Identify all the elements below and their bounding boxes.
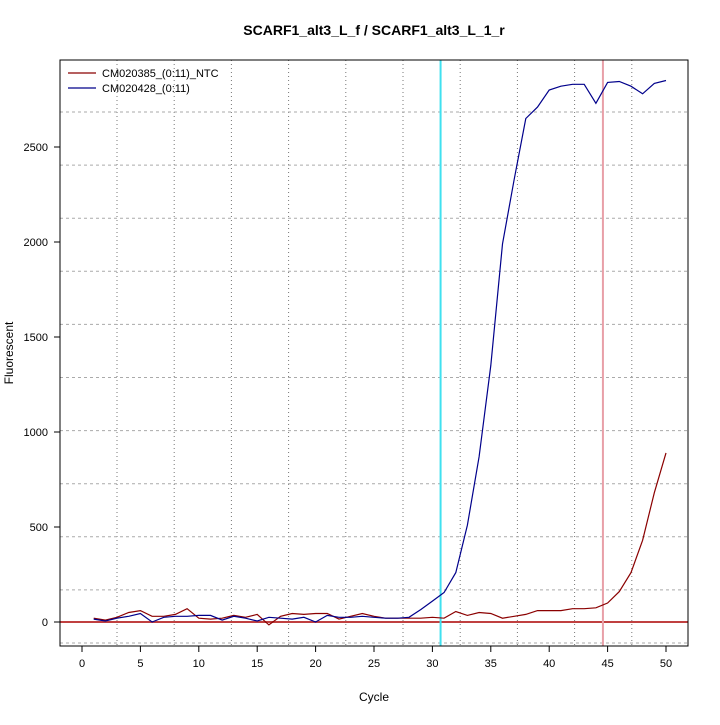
y-axis-label: Fluorescent <box>2 321 16 384</box>
x-tick-label: 25 <box>368 658 380 670</box>
y-tick-label: 2500 <box>24 142 48 154</box>
x-tick-label: 30 <box>426 658 438 670</box>
y-tick-label: 1000 <box>24 427 48 439</box>
x-tick-label: 5 <box>137 658 143 670</box>
y-tick-label: 0 <box>42 617 48 629</box>
x-axis-label: Cycle <box>359 690 389 704</box>
legend-label: CM020385_(0:11)_NTC <box>102 68 219 80</box>
x-tick-label: 15 <box>251 658 263 670</box>
x-tick-label: 20 <box>309 658 321 670</box>
legend-label: CM020428_(0:11) <box>102 83 190 95</box>
y-tick-label: 500 <box>30 522 48 534</box>
x-tick-label: 45 <box>601 658 613 670</box>
plot-frame <box>59 59 689 647</box>
series-line-1 <box>93 79 667 623</box>
x-tick-label: 40 <box>543 658 555 670</box>
x-tick-label: 50 <box>660 658 672 670</box>
series-line-0 <box>93 452 667 626</box>
chart-title: SCARF1_alt3_L_f / SCARF1_alt3_L_1_r <box>243 22 505 38</box>
y-tick-label: 1500 <box>24 332 48 344</box>
x-tick-label: 35 <box>485 658 497 670</box>
x-tick-label: 10 <box>193 658 205 670</box>
y-tick-label: 2000 <box>24 237 48 249</box>
x-tick-label: 0 <box>79 658 85 670</box>
